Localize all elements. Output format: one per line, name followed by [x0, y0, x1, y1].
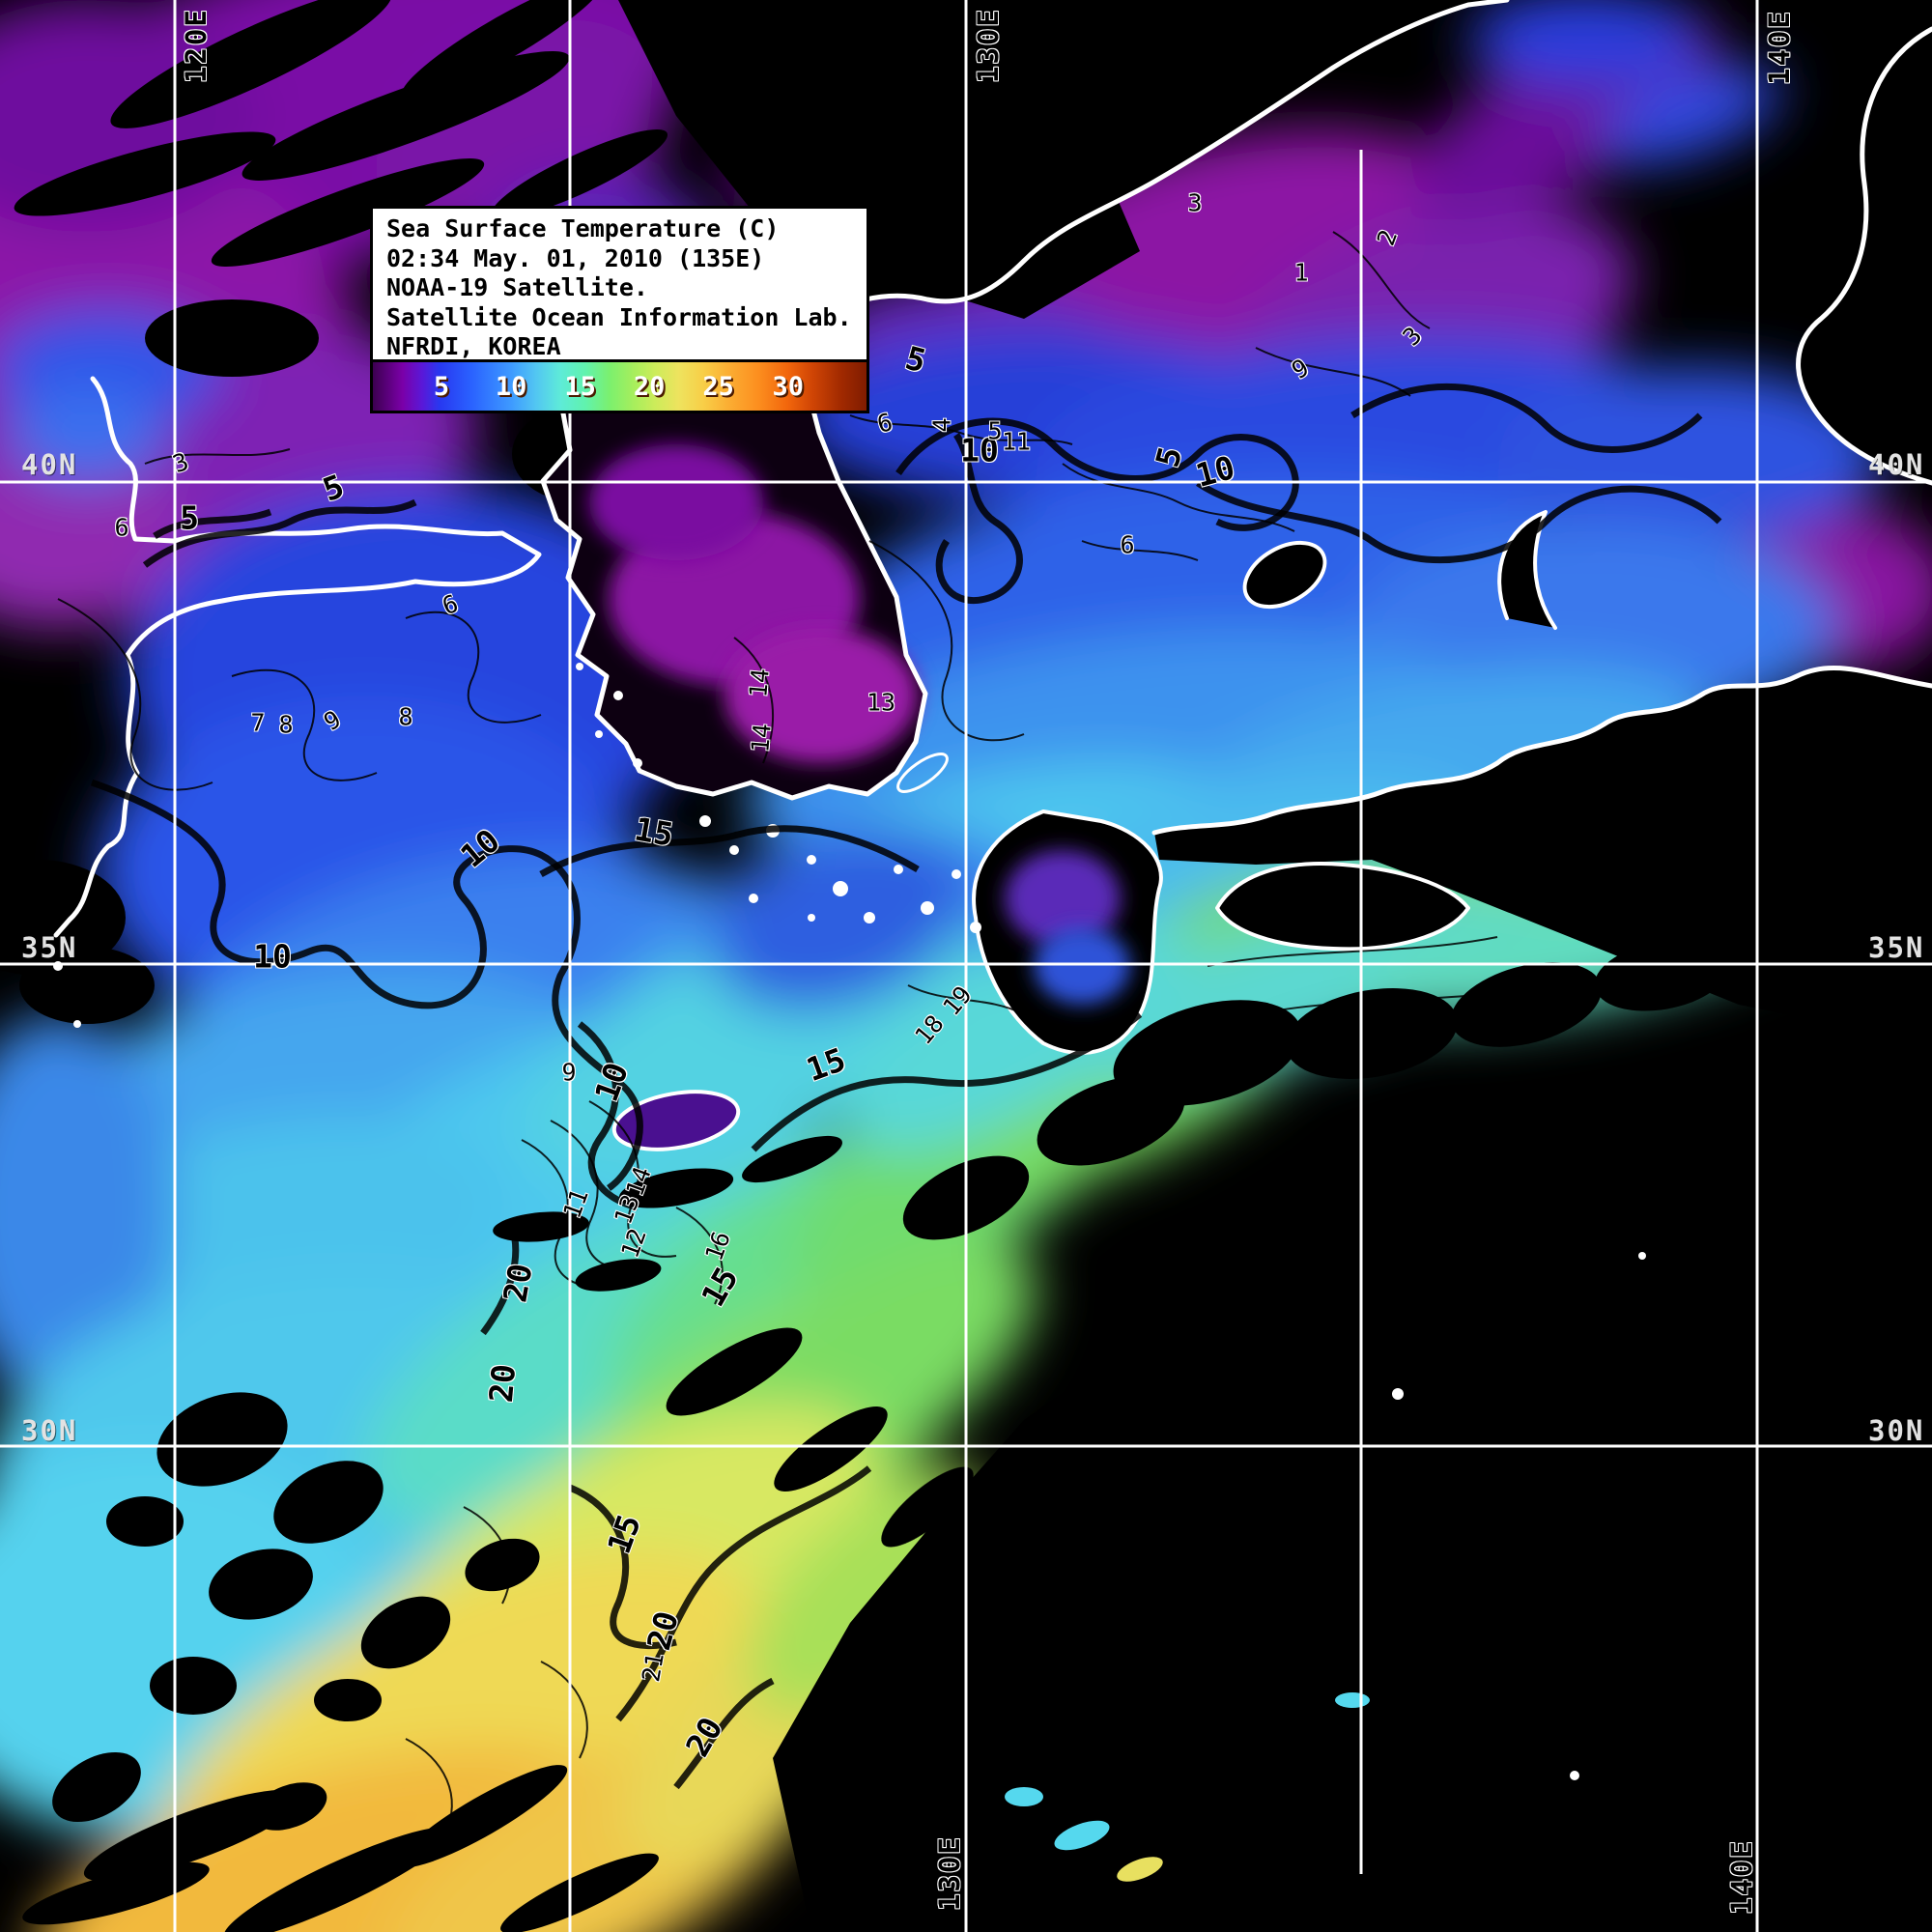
contour-label: 7: [250, 708, 266, 737]
contour-label: 5: [987, 416, 1003, 445]
colorbar-tick: 15: [564, 372, 596, 402]
parallel-label: 40N: [1868, 448, 1925, 481]
russia-coastline: [797, 0, 1510, 333]
contour-label: 14: [746, 722, 777, 754]
kyushu-coastline: [972, 810, 1163, 1055]
colorbar-tick: 5: [433, 372, 450, 402]
parallel-label: 30N: [1868, 1414, 1925, 1447]
sado-coastline: [1242, 540, 1327, 610]
contour-lines: [57, 231, 1804, 1836]
org-name: NFRDI, KOREA: [386, 332, 561, 360]
contour-label: 6: [114, 513, 129, 542]
jeju-island: [611, 1090, 741, 1151]
legend-box: Sea Surface Temperature (C) 02:34 May. 0…: [370, 206, 869, 413]
shikoku-coastline: [1215, 862, 1470, 952]
honshu-coastline: [1151, 665, 1932, 836]
contour-label: 9: [561, 1058, 577, 1087]
parallel-label: 35N: [21, 931, 78, 964]
contour-label: 13: [866, 688, 896, 717]
contour-label: 20: [481, 1362, 524, 1405]
meridian-label: 120E: [180, 8, 213, 83]
contour-label: 4: [927, 417, 956, 433]
noto-coastline: [1497, 510, 1557, 630]
tsushima-coastline: [896, 753, 949, 793]
map-title: Sea Surface Temperature (C): [386, 214, 780, 242]
parallel-label: 30N: [21, 1414, 78, 1447]
hokkaido-coastline: [1796, 26, 1932, 486]
temperature-colorbar: 5 10 15 20 25 30: [373, 359, 867, 411]
contour-label: 5: [180, 498, 199, 537]
contour-label: 10: [960, 431, 999, 469]
contour-label: 3: [1187, 188, 1203, 217]
meridian-label: 140E: [1763, 10, 1796, 85]
legend-text: Sea Surface Temperature (C) 02:34 May. 0…: [373, 209, 867, 362]
parallel-label: 40N: [21, 448, 78, 481]
korea-coastline: [540, 327, 928, 801]
meridian-label: 130E: [933, 1835, 966, 1911]
parallel-label: 35N: [1868, 931, 1925, 964]
colorbar-tick: 25: [702, 372, 734, 402]
contour-label: 6: [1120, 530, 1135, 559]
meridian-label: 130E: [972, 8, 1005, 83]
contour-label: 21: [637, 1650, 669, 1685]
contour-label: 14: [744, 667, 775, 699]
contour-label: 15: [632, 810, 676, 854]
colorbar-tick: 10: [495, 372, 527, 402]
contour-label: 20: [496, 1261, 540, 1305]
contour-label: 8: [398, 702, 413, 731]
coastlines: [53, 0, 1932, 1151]
meridian-label: 140E: [1725, 1839, 1758, 1915]
contour-label: 11: [1001, 427, 1032, 456]
colorbar-tick: 20: [633, 372, 666, 402]
lab-name: Satellite Ocean Information Lab.: [386, 302, 852, 331]
china-coastline: [53, 376, 542, 938]
colorbar-tick: 30: [772, 372, 805, 402]
contour-label: 8: [278, 710, 294, 739]
contour-label: 10: [253, 937, 292, 976]
map-datetime: 02:34 May. 01, 2010 (135E): [386, 243, 765, 272]
contour-label: 1: [1293, 258, 1309, 287]
satellite-name: NOAA-19 Satellite.: [386, 273, 648, 301]
